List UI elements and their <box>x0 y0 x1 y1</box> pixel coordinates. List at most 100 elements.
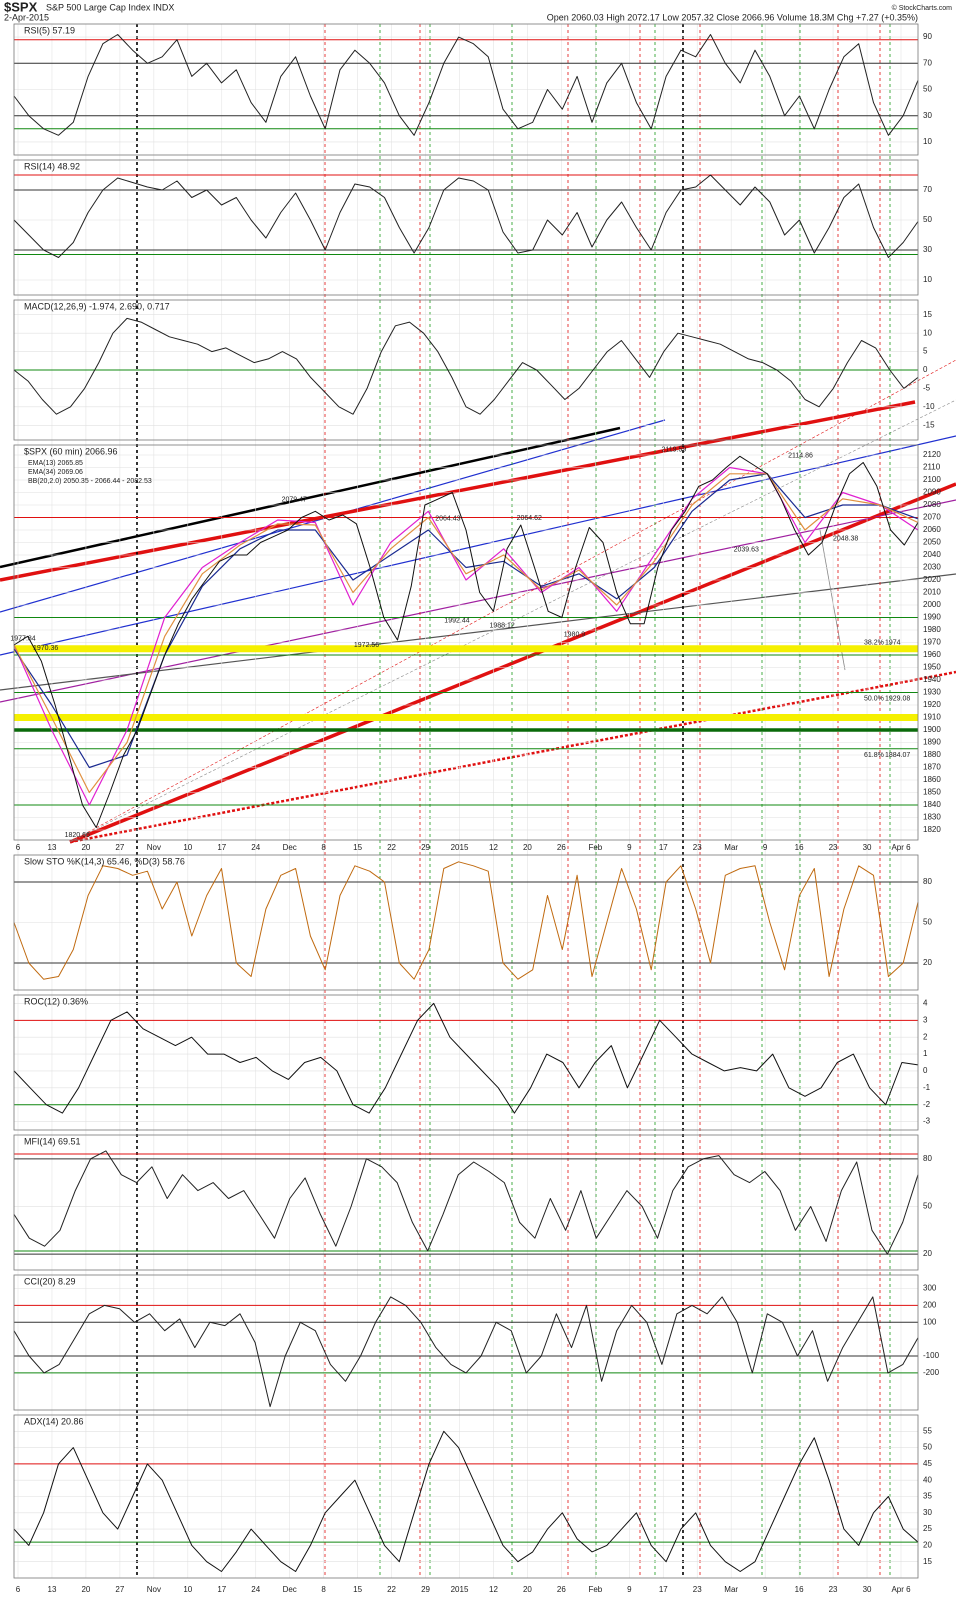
panel-frame <box>13 1134 919 1271</box>
trendline <box>0 426 621 569</box>
y-tick-label: 1920 <box>923 700 941 709</box>
y-tick-label: 50 <box>923 1443 932 1452</box>
y-tick-label: 2020 <box>923 575 941 584</box>
y-tick-label: 1830 <box>923 813 941 822</box>
price-annotation: 2064.43 <box>435 515 460 522</box>
y-tick-label: 2080 <box>923 500 941 509</box>
legend-entry: BB(20,2.0) 2050.35 - 2066.44 - 2082.53 <box>28 478 152 485</box>
legend-entry: EMA(34) 2069.06 <box>28 469 83 476</box>
panel-frame <box>13 854 919 991</box>
y-tick-label: 1840 <box>923 800 941 809</box>
x-tick-label: 24 <box>251 1585 260 1594</box>
y-tick-label: 1930 <box>923 688 941 697</box>
y-tick-label: 1960 <box>923 650 941 659</box>
x-tick-label: 20 <box>81 1585 90 1594</box>
x-tick-label: 6 <box>16 1585 21 1594</box>
price-annotation: 1980.9 <box>564 632 586 639</box>
y-tick-label: 0 <box>923 365 928 374</box>
x-tick-label: Apr 6 <box>891 843 911 852</box>
y-tick-label: 15 <box>923 310 932 319</box>
y-tick-label: -15 <box>923 420 935 429</box>
x-tick-label: 30 <box>863 1585 872 1594</box>
x-tick-label: 9 <box>763 843 768 852</box>
y-tick-label: 2070 <box>923 513 941 522</box>
y-tick-label: 1910 <box>923 713 941 722</box>
y-tick-label: -2 <box>923 1100 931 1109</box>
trendline <box>0 435 956 656</box>
y-tick-label: 2090 <box>923 488 941 497</box>
y-tick-label: 20 <box>923 958 932 967</box>
x-tick-label: 13 <box>48 843 57 852</box>
y-tick-label: -100 <box>923 1351 940 1360</box>
y-tick-label: 2000 <box>923 600 941 609</box>
x-tick-label: 17 <box>659 1585 668 1594</box>
x-tick-label: 10 <box>183 1585 192 1594</box>
oscillator-line <box>13 1002 919 1114</box>
panel-title: CCI(20) 8.29 <box>24 1276 76 1286</box>
price-annotation: 1970.36 <box>33 645 58 652</box>
x-tick-label: 17 <box>659 843 668 852</box>
y-tick-label: 50 <box>923 85 932 94</box>
y-tick-label: 1940 <box>923 675 941 684</box>
panel-title: MACD(12,26,9) -1.974, 2.690, 0.717 <box>24 301 170 311</box>
x-tick-label: 13 <box>48 1585 57 1594</box>
y-tick-label: 20 <box>923 1249 932 1258</box>
x-tick-label: 6 <box>16 843 21 852</box>
y-tick-label: 2110 <box>923 463 941 472</box>
price-annotation: 2079.47 <box>282 497 307 504</box>
y-tick-label: 70 <box>923 58 932 67</box>
y-tick-label: 0 <box>923 1066 928 1075</box>
price-annotation: 2048.38 <box>833 535 858 542</box>
x-tick-label: 27 <box>115 1585 124 1594</box>
price-annotation: 2064.62 <box>517 515 542 522</box>
panel-title: ADX(14) 20.86 <box>24 1416 84 1426</box>
y-tick-label: 90 <box>923 32 932 41</box>
indicator-line <box>13 466 919 806</box>
panel-frame <box>13 994 919 1131</box>
x-tick-label: 27 <box>115 843 124 852</box>
y-tick-label: 35 <box>923 1492 932 1501</box>
oscillator-line <box>13 174 919 258</box>
price-annotation: 1820.66 <box>65 832 90 839</box>
y-tick-label: 50 <box>923 1202 932 1211</box>
y-tick-label: 200 <box>923 1300 937 1309</box>
fib-level: 50.0% <box>864 695 884 702</box>
x-tick-label: Apr 6 <box>891 1585 911 1594</box>
oscillator-line <box>13 1150 919 1255</box>
y-tick-label: 1950 <box>923 663 941 672</box>
y-tick-label: 50 <box>923 215 932 224</box>
trendline <box>69 670 956 844</box>
trendline <box>0 573 956 691</box>
y-tick-label: 45 <box>923 1459 932 1468</box>
y-tick-label: 30 <box>923 245 932 254</box>
trendline <box>0 400 916 582</box>
x-tick-label: 29 <box>421 843 430 852</box>
x-tick-label: 9 <box>627 843 632 852</box>
y-tick-label: 15 <box>923 1557 932 1566</box>
panel-title: $SPX (60 min) 2066.96 <box>24 446 118 456</box>
y-tick-label: 1890 <box>923 738 941 747</box>
x-tick-label: 9 <box>763 1585 768 1594</box>
y-tick-label: 1880 <box>923 750 941 759</box>
x-tick-label: 17 <box>217 1585 226 1594</box>
panel-title: Slow STO %K(14,3) 65.46, %D(3) 58.76 <box>24 856 185 866</box>
x-tick-label: 30 <box>863 843 872 852</box>
y-tick-label: 2010 <box>923 588 941 597</box>
y-tick-label: 2 <box>923 1032 928 1041</box>
y-tick-label: 40 <box>923 1475 932 1484</box>
y-tick-label: -3 <box>923 1117 931 1126</box>
y-tick-label: 10 <box>923 275 932 284</box>
x-tick-label: 12 <box>489 843 498 852</box>
panel-frame <box>13 299 919 441</box>
y-tick-label: 80 <box>923 1154 932 1163</box>
index-name: S&P 500 Large Cap Index INDX <box>46 2 174 12</box>
x-tick-label: 2015 <box>451 843 469 852</box>
price-annotation: 2119.59 <box>662 446 687 453</box>
x-tick-label: Feb <box>588 1585 602 1594</box>
x-tick-label: 12 <box>489 1585 498 1594</box>
x-tick-label: 2015 <box>451 1585 469 1594</box>
oscillator-line <box>13 317 919 415</box>
y-tick-label: 50 <box>923 918 932 927</box>
price-annotation: 1972.56 <box>354 642 379 649</box>
y-tick-label: 2040 <box>923 550 941 559</box>
